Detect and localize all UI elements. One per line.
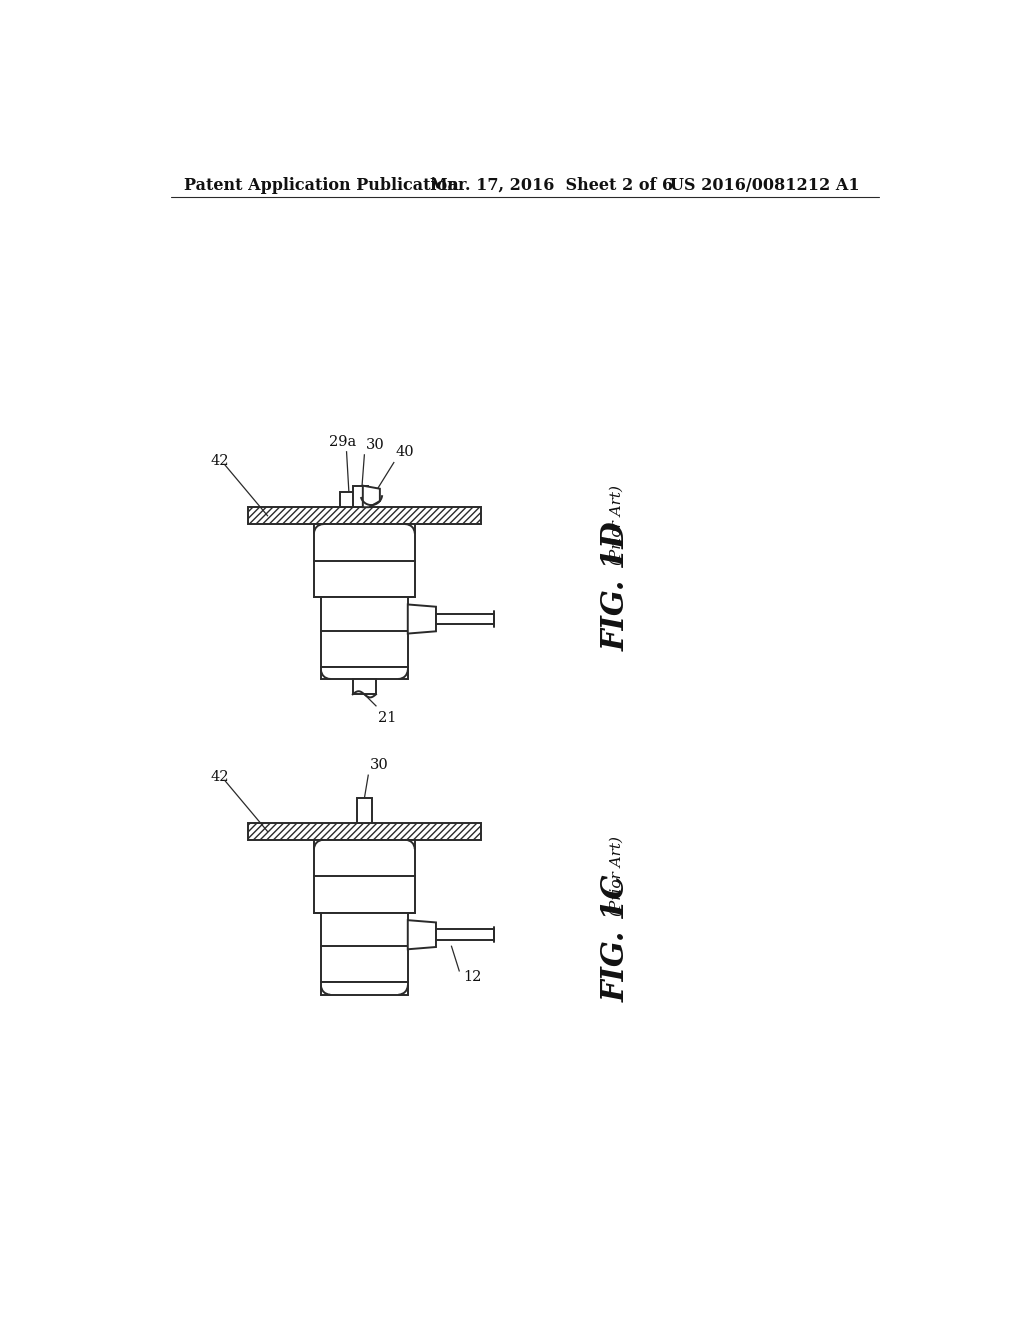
Polygon shape: [408, 920, 436, 949]
Bar: [321, 667, 408, 678]
Text: 30: 30: [370, 758, 388, 772]
Text: 29a: 29a: [329, 434, 356, 449]
Text: 42: 42: [211, 770, 229, 784]
Text: FIG. 1D: FIG. 1D: [601, 521, 632, 651]
Bar: [352, 678, 376, 694]
Bar: [340, 492, 358, 507]
Text: 21: 21: [378, 711, 396, 725]
Text: 30: 30: [366, 438, 385, 451]
Text: US 2016/0081212 A1: US 2016/0081212 A1: [671, 177, 860, 194]
Text: (Prior Art): (Prior Art): [609, 484, 624, 565]
Bar: [314, 524, 415, 598]
Bar: [314, 840, 415, 913]
Polygon shape: [362, 486, 380, 507]
Bar: [321, 913, 408, 982]
Bar: [436, 614, 495, 624]
Text: 40: 40: [395, 445, 414, 459]
Text: Patent Application Publication: Patent Application Publication: [183, 177, 459, 194]
Text: FIG. 1C: FIG. 1C: [601, 874, 632, 1002]
Bar: [321, 982, 408, 995]
Bar: [248, 507, 480, 524]
Bar: [356, 799, 372, 822]
Text: 42: 42: [211, 454, 229, 469]
Text: Mar. 17, 2016  Sheet 2 of 6: Mar. 17, 2016 Sheet 2 of 6: [430, 177, 674, 194]
Polygon shape: [408, 605, 436, 634]
Bar: [436, 929, 495, 940]
Bar: [321, 598, 408, 667]
Text: 12: 12: [463, 970, 481, 985]
Bar: [352, 486, 369, 507]
Bar: [248, 822, 480, 840]
Text: (Prior Art): (Prior Art): [609, 837, 624, 916]
